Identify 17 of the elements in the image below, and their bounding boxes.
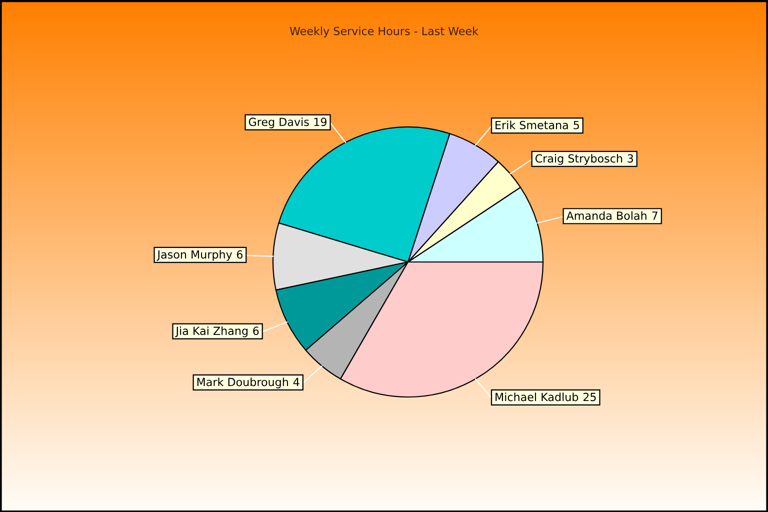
data-label: 19 (314, 118, 326, 126)
chart-title: Weekly Service Hours - Last Week (290, 26, 478, 38)
slice-label: Jason Murphy (156, 250, 232, 261)
data-label: 4 (293, 378, 300, 386)
data-label: 3 (628, 154, 634, 163)
slice-label: Jia Kai Zhang (175, 326, 248, 338)
slice-label: Greg Davis (248, 117, 309, 128)
data-label: 5 (574, 121, 579, 130)
slice-label: Erik Smetana (496, 120, 568, 130)
slice-label: Amanda Bolah (566, 211, 646, 220)
data-label: 6 (253, 326, 259, 336)
slice-label: Mark Doubrough (197, 378, 288, 388)
slice-label: Michael Kadlub (496, 392, 578, 402)
slice-label: Craig Strybosch (535, 154, 622, 165)
data-label: 25 (583, 392, 596, 402)
data-label: 7 (652, 212, 658, 220)
data-label: 6 (236, 250, 243, 259)
